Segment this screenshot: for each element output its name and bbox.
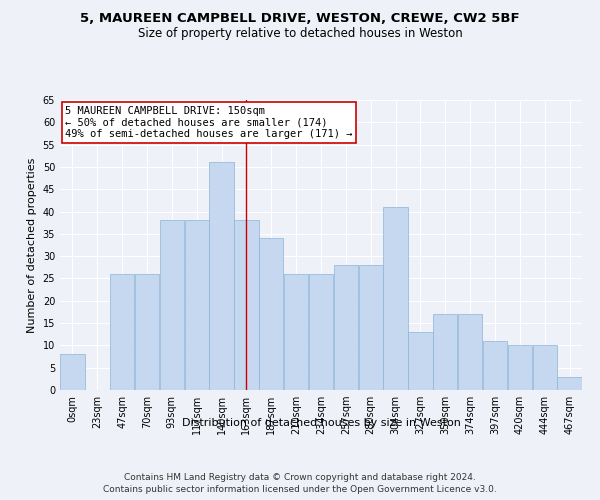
- Bar: [458, 314, 482, 390]
- Text: Contains public sector information licensed under the Open Government Licence v3: Contains public sector information licen…: [103, 485, 497, 494]
- Bar: [533, 346, 557, 390]
- Bar: [557, 376, 582, 390]
- Bar: [483, 341, 507, 390]
- Text: 5 MAUREEN CAMPBELL DRIVE: 150sqm
← 50% of detached houses are smaller (174)
49% : 5 MAUREEN CAMPBELL DRIVE: 150sqm ← 50% o…: [65, 106, 353, 139]
- Y-axis label: Number of detached properties: Number of detached properties: [27, 158, 37, 332]
- Bar: [408, 332, 433, 390]
- Text: Size of property relative to detached houses in Weston: Size of property relative to detached ho…: [137, 28, 463, 40]
- Bar: [359, 265, 383, 390]
- Text: Contains HM Land Registry data © Crown copyright and database right 2024.: Contains HM Land Registry data © Crown c…: [124, 472, 476, 482]
- Bar: [383, 207, 408, 390]
- Bar: [160, 220, 184, 390]
- Bar: [60, 354, 85, 390]
- Bar: [234, 220, 259, 390]
- Bar: [433, 314, 457, 390]
- Bar: [284, 274, 308, 390]
- Bar: [309, 274, 333, 390]
- Bar: [185, 220, 209, 390]
- Text: Distribution of detached houses by size in Weston: Distribution of detached houses by size …: [182, 418, 460, 428]
- Bar: [135, 274, 159, 390]
- Text: 5, MAUREEN CAMPBELL DRIVE, WESTON, CREWE, CW2 5BF: 5, MAUREEN CAMPBELL DRIVE, WESTON, CREWE…: [80, 12, 520, 26]
- Bar: [110, 274, 134, 390]
- Bar: [508, 346, 532, 390]
- Bar: [209, 162, 234, 390]
- Bar: [334, 265, 358, 390]
- Bar: [259, 238, 283, 390]
